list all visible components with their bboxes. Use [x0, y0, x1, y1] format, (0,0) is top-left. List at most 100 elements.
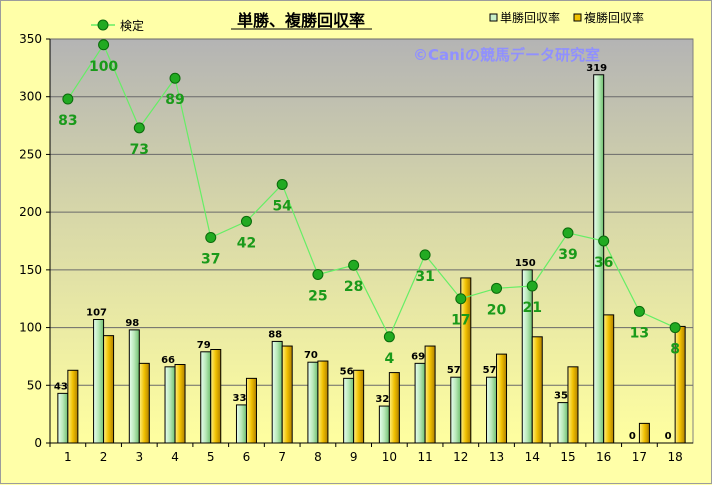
win-bar	[486, 376, 498, 444]
kentei-value-label: 28	[344, 279, 363, 295]
place-bar	[638, 422, 650, 444]
kentei-marker	[133, 122, 145, 134]
kentei-value-label: 8	[670, 342, 680, 358]
legend-kentei-label: 検定	[120, 18, 144, 33]
line-layer: 83 100 73 89 37 42 54 25 28 4 31 17 20 21 39 36 13 8	[58, 39, 681, 367]
kentei-marker	[383, 331, 395, 343]
y-tick-label: 350	[19, 32, 42, 46]
kentei-marker	[491, 282, 503, 294]
legend: 検定 単勝回収率 複勝回収率	[91, 10, 644, 33]
kentei-value-label: 20	[487, 302, 507, 318]
place-bar	[281, 345, 293, 444]
kentei-marker	[169, 72, 181, 84]
kentei-marker	[276, 178, 288, 190]
x-tick-label: 10	[382, 450, 397, 464]
x-tick-label: 18	[667, 450, 682, 464]
win-bar	[93, 318, 105, 444]
kentei-value-label: 36	[594, 255, 613, 271]
kentei-value-label: 4	[384, 351, 394, 367]
kentei-value-label: 21	[523, 300, 542, 316]
kentei-marker	[62, 93, 74, 105]
x-tick-label: 12	[453, 450, 468, 464]
kentei-marker	[205, 232, 217, 244]
place-bar	[103, 335, 115, 444]
kentei-value-label: 17	[451, 313, 470, 329]
win-bar-value-label: 57	[447, 365, 461, 376]
y-tick-label: 50	[27, 378, 42, 392]
x-tick-label: 11	[417, 450, 432, 464]
win-bar	[200, 351, 212, 444]
win-bar	[343, 377, 355, 444]
kentei-marker	[240, 215, 252, 227]
kentei-value-label: 73	[130, 142, 149, 158]
place-bar	[388, 372, 400, 444]
y-tick-label: 200	[19, 205, 42, 219]
win-bar-value-label: 69	[411, 351, 425, 362]
win-bar-value-label: 35	[554, 391, 568, 402]
kentei-value-label: 83	[58, 113, 77, 129]
win-bar-value-label: 98	[125, 318, 139, 329]
x-tick-label: 8	[314, 450, 322, 464]
place-bar	[138, 362, 150, 444]
win-bar-value-label: 79	[197, 340, 211, 351]
win-bar	[57, 392, 69, 444]
chart-title: 単勝、複勝回収率	[237, 11, 365, 30]
place-bar	[424, 345, 436, 444]
legend-win-label: 単勝回収率	[500, 10, 560, 25]
x-tick-label: 14	[525, 450, 540, 464]
kentei-marker	[633, 305, 645, 317]
x-tick-label: 3	[135, 450, 143, 464]
win-bar	[271, 340, 283, 444]
place-bar	[174, 364, 186, 444]
y-tick-label: 0	[34, 436, 42, 450]
kentei-line	[67, 43, 676, 339]
win-bar	[164, 366, 176, 444]
watermark: ©Caniの競馬データ研究室	[413, 46, 600, 64]
y-tick-label: 300	[19, 90, 42, 104]
place-bar	[67, 369, 79, 444]
kentei-marker	[562, 227, 574, 239]
gridlines	[50, 38, 693, 386]
kentei-marker	[669, 322, 681, 334]
win-bar-value-label: 43	[54, 381, 68, 392]
win-bar-value-label: 56	[340, 366, 354, 377]
kentei-marker	[312, 268, 324, 280]
place-bar	[210, 349, 222, 444]
plot-area	[49, 38, 694, 444]
win-bar-value-label: 0	[629, 431, 636, 442]
win-bar-value-label: 70	[304, 350, 318, 361]
win-bar-value-label: 57	[483, 365, 497, 376]
place-bar	[353, 369, 365, 444]
win-bar	[414, 362, 426, 444]
kentei-marker	[455, 293, 467, 305]
place-bar	[496, 353, 508, 444]
x-tick-label: 16	[596, 450, 611, 464]
win-bar-value-label: 107	[86, 307, 107, 318]
win-bar-value-label: 33	[233, 393, 247, 404]
place-bar	[317, 360, 329, 444]
x-tick-label: 1	[64, 450, 72, 464]
y-tick-label: 250	[19, 147, 42, 161]
legend-place-label: 複勝回収率	[584, 10, 644, 25]
kentei-value-label: 100	[89, 59, 118, 75]
kentei-marker	[526, 280, 538, 292]
win-bar-value-label: 319	[586, 63, 607, 74]
x-tick-label: 9	[350, 450, 358, 464]
y-tick-label: 150	[19, 263, 42, 277]
win-bar-value-label: 0	[665, 431, 672, 442]
legend-place-swatch	[573, 13, 582, 22]
x-tick-label: 15	[560, 450, 575, 464]
kentei-value-label: 89	[165, 92, 184, 108]
kentei-value-label: 54	[272, 198, 292, 214]
win-bar	[128, 329, 140, 444]
kentei-marker	[98, 39, 110, 51]
legend-win-swatch	[489, 13, 498, 22]
y-tick-label: 100	[19, 321, 42, 335]
win-bar-value-label: 88	[268, 329, 282, 340]
win-bar	[450, 376, 462, 444]
win-bar	[307, 361, 319, 444]
kentei-value-label: 39	[558, 247, 577, 263]
win-bar-value-label: 32	[375, 394, 389, 405]
